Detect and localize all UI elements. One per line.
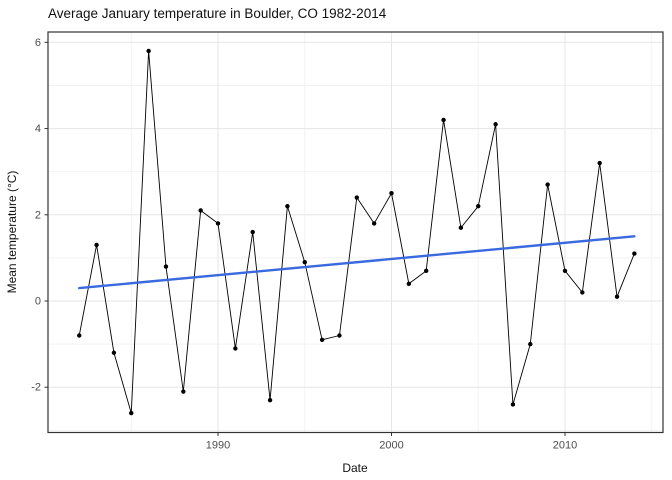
data-point (614, 294, 620, 299)
data-point (250, 229, 255, 235)
chart-title: Average January temperature in Boulder, … (48, 6, 387, 21)
data-point (302, 260, 307, 265)
data-point (580, 290, 585, 295)
data-point (181, 389, 186, 394)
x-tick-label: 1990 (206, 440, 230, 452)
y-tick-label: 6 (35, 37, 41, 49)
x-tick-label: 2000 (379, 440, 403, 452)
data-point (441, 117, 446, 123)
data-point (632, 251, 637, 256)
data-point (163, 264, 169, 269)
data-point (215, 221, 221, 226)
data-point (267, 397, 273, 403)
data-point (476, 203, 481, 209)
data-point (198, 208, 203, 213)
x-tick-label: 2010 (553, 440, 577, 452)
data-point (493, 122, 498, 127)
y-tick-label: 4 (35, 123, 41, 135)
trend-line (78, 235, 636, 290)
data-point (77, 333, 82, 338)
y-tick-label: 2 (35, 209, 41, 221)
data-point (423, 268, 429, 274)
data-point (337, 333, 342, 338)
data-point (111, 350, 117, 355)
y-axis-title: Mean temperature (°C) (5, 170, 19, 294)
data-point (146, 48, 151, 54)
data-point (545, 182, 550, 187)
data-point (389, 191, 394, 196)
data-point (233, 346, 238, 351)
data-point (319, 337, 325, 343)
data-point (129, 410, 134, 416)
data-point (528, 341, 533, 347)
data-point (371, 221, 377, 226)
y-tick-label: 0 (35, 296, 41, 308)
data-point (354, 195, 360, 200)
data-point (458, 225, 464, 230)
data-point (562, 268, 568, 274)
y-tick-label: -2 (31, 382, 41, 394)
plot-panel (48, 32, 663, 433)
data-point (94, 242, 99, 248)
data-point (406, 281, 412, 286)
data-point (597, 160, 602, 166)
panel-border (47, 31, 664, 434)
data-point (510, 402, 516, 407)
x-axis-title: Date (342, 461, 368, 475)
data-point (285, 203, 290, 209)
